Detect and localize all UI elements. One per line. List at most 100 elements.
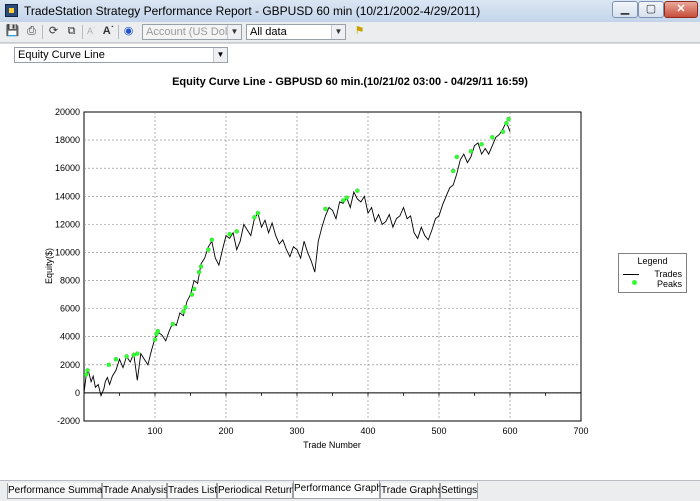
- peak-marker: [451, 168, 456, 174]
- peak-marker: [454, 154, 459, 160]
- peak-marker: [85, 368, 90, 373]
- y-tick-label: 4000: [60, 332, 80, 342]
- x-tick-label: 400: [360, 426, 375, 436]
- trades-series: [83, 120, 511, 398]
- font-decrease-icon[interactable]: A˙: [87, 26, 96, 36]
- peak-marker: [252, 215, 257, 220]
- account-select[interactable]: Account (US Dollar) ▼: [142, 24, 242, 40]
- panel-divider: [0, 43, 700, 44]
- legend-item-trades: Trades: [619, 269, 686, 279]
- peak-marker: [206, 247, 211, 252]
- plot-area: [83, 111, 582, 422]
- graph-type-select-value: Equity Curve Line: [18, 49, 105, 61]
- x-tick-label: 300: [289, 426, 304, 436]
- report-tabs: Performance Summary Trade Analysis Trade…: [0, 480, 700, 501]
- peak-marker: [183, 305, 188, 310]
- tab-trades-list[interactable]: Trades List: [167, 483, 217, 499]
- peak-marker: [506, 116, 511, 122]
- tab-performance-summary[interactable]: Performance Summary: [7, 483, 111, 499]
- peak-marker: [255, 210, 261, 216]
- peak-marker: [500, 129, 506, 134]
- y-tick-label: 10000: [55, 247, 80, 257]
- chevron-down-icon: ▼: [227, 25, 241, 39]
- peak-marker: [152, 337, 158, 342]
- peaks-series: [83, 116, 511, 377]
- copy-icon[interactable]: ⧉: [67, 25, 76, 37]
- save-icon[interactable]: 💾: [5, 25, 20, 37]
- peak-marker: [83, 372, 89, 377]
- peak-marker: [355, 188, 360, 193]
- close-button[interactable]: ✕: [664, 1, 698, 18]
- minimize-button[interactable]: ▁: [612, 1, 638, 18]
- peak-marker: [198, 264, 204, 269]
- y-tick-label: 6000: [60, 304, 80, 314]
- peak-marker: [106, 362, 112, 367]
- title-bar: TradeStation Strategy Performance Report…: [0, 0, 700, 23]
- peak-marker: [323, 206, 328, 212]
- peak-marker: [209, 237, 215, 243]
- tab-performance-graphs[interactable]: Performance Graphs: [293, 481, 387, 499]
- peak-marker: [468, 149, 474, 154]
- y-axis-label: Equity($): [44, 248, 54, 284]
- peak-marker: [170, 321, 176, 327]
- peak-marker: [479, 142, 484, 147]
- tab-settings[interactable]: Settings: [440, 483, 478, 499]
- help-icon[interactable]: ⚑: [354, 25, 365, 37]
- y-tick-label: 2000: [60, 360, 80, 370]
- peak-marker: [490, 135, 495, 140]
- x-tick-label: 200: [218, 426, 233, 436]
- peak-marker: [155, 328, 161, 334]
- x-tick-label: 500: [431, 426, 446, 436]
- range-select[interactable]: All data ▼: [246, 24, 346, 40]
- axis-ticks: 100 200 300 400 500 600 700 -2000 0 2000 4000 6000 8…: [55, 107, 589, 436]
- peak-marker: [189, 292, 195, 297]
- peak-marker: [341, 198, 346, 203]
- peak-marker: [124, 354, 129, 359]
- peak-marker: [196, 269, 202, 275]
- x-tick-label: 600: [502, 426, 517, 436]
- y-tick-label: 0: [75, 388, 80, 398]
- toolbar-separator: [82, 25, 83, 39]
- peaks-dot-swatch: [632, 280, 637, 285]
- tab-trade-graphs[interactable]: Trade Graphs: [380, 483, 442, 499]
- chevron-down-icon: ▼: [331, 25, 345, 39]
- equity-curve-chart: 100 200 300 400 500 600 700 -2000 0 2000 4000 6000 8…: [44, 107, 589, 450]
- account-select-value: Account (US Dollar): [146, 26, 242, 38]
- legend-title: Legend: [637, 256, 668, 266]
- legend-label-peaks: Peaks: [656, 279, 682, 289]
- chevron-down-icon: ▼: [213, 48, 227, 62]
- peak-marker: [191, 286, 197, 292]
- y-tick-label: 14000: [55, 191, 80, 201]
- print-icon[interactable]: ⎙: [27, 25, 36, 37]
- peak-marker: [135, 351, 140, 356]
- y-tick-label: -2000: [57, 416, 80, 426]
- peak-marker: [113, 357, 119, 362]
- x-tick-label: 100: [147, 426, 162, 436]
- y-tick-label: 8000: [60, 276, 80, 286]
- peak-marker: [227, 231, 232, 237]
- x-axis-label: Trade Number: [303, 440, 361, 450]
- peak-marker: [504, 120, 509, 126]
- y-tick-label: 16000: [55, 163, 80, 173]
- peak-marker: [131, 352, 136, 358]
- graph-type-select[interactable]: Equity Curve Line ▼: [14, 47, 228, 63]
- legend-item-peaks: Peaks: [619, 279, 686, 289]
- globe-icon[interactable]: ◉: [123, 25, 134, 37]
- maximize-button[interactable]: ▢: [638, 1, 664, 18]
- chart-title: Equity Curve Line - GBPUSD 60 min.(10/21…: [172, 76, 528, 88]
- trades-line-swatch: [623, 274, 639, 275]
- tradestation-app-icon: [5, 4, 18, 17]
- tab-trade-analysis[interactable]: Trade Analysis: [102, 483, 168, 499]
- y-tick-label: 12000: [55, 219, 80, 229]
- refresh-icon[interactable]: ⟳: [48, 25, 59, 37]
- peak-marker: [234, 229, 239, 234]
- toolbar: 💾 ⎙ ⟳ ⧉ A˙ A˙ ◉ Account (US Dollar) ▼ Al…: [0, 22, 700, 43]
- legend-label-trades: Trades: [654, 269, 682, 279]
- y-tick-label: 20000: [55, 107, 80, 117]
- window-title: TradeStation Strategy Performance Report…: [24, 4, 481, 18]
- tab-periodical-returns[interactable]: Periodical Returns: [217, 483, 300, 499]
- toolbar-separator: [42, 25, 43, 39]
- trades-line: [83, 120, 511, 398]
- peak-marker: [181, 309, 186, 314]
- font-increase-icon[interactable]: A˙: [102, 25, 115, 37]
